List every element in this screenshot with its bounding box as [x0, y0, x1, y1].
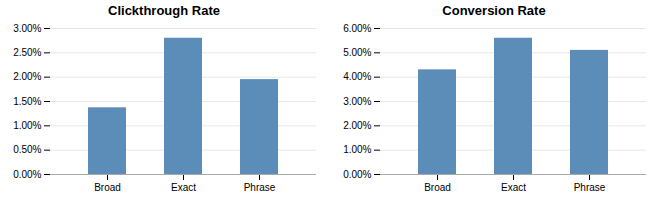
svg-text:3.00%: 3.00% — [343, 96, 371, 107]
svg-text:0.00%: 0.00% — [13, 169, 41, 180]
svg-text:1.50%: 1.50% — [13, 96, 41, 107]
svg-text:4.00%: 4.00% — [343, 71, 371, 82]
svg-text:Broad: Broad — [424, 182, 451, 193]
svg-text:Phrase: Phrase — [574, 182, 606, 193]
svg-text:Phrase: Phrase — [244, 182, 276, 193]
svg-text:1.00%: 1.00% — [343, 144, 371, 155]
svg-text:6.00%: 6.00% — [343, 23, 371, 34]
svg-text:2.50%: 2.50% — [13, 47, 41, 58]
svg-text:0.00%: 0.00% — [343, 169, 371, 180]
svg-text:Exact: Exact — [171, 182, 196, 193]
svg-text:1.00%: 1.00% — [13, 120, 41, 131]
svg-text:3.00%: 3.00% — [13, 23, 41, 34]
svg-text:5.00%: 5.00% — [343, 47, 371, 58]
html-text:Clickthrough Rate: Clickthrough Rate — [108, 3, 220, 18]
svg-text:Exact: Exact — [501, 182, 526, 193]
svg-text:0.50%: 0.50% — [13, 144, 41, 155]
svg-text:2.00%: 2.00% — [343, 120, 371, 131]
svg-text:2.00%: 2.00% — [13, 71, 41, 82]
svg-text:Broad: Broad — [94, 182, 121, 193]
html-text:Conversion Rate: Conversion Rate — [442, 3, 546, 18]
